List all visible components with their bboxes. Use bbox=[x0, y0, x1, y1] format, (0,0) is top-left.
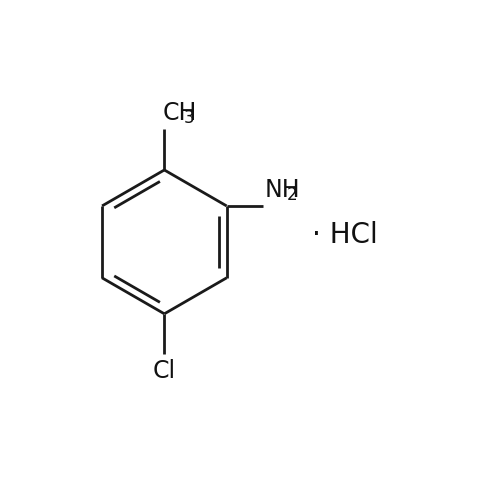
Text: · HCl: · HCl bbox=[312, 220, 377, 249]
Text: 3: 3 bbox=[184, 109, 194, 127]
Text: CH: CH bbox=[162, 101, 197, 125]
Text: 2: 2 bbox=[286, 186, 297, 204]
Text: NH: NH bbox=[264, 178, 300, 202]
Text: Cl: Cl bbox=[153, 359, 176, 383]
